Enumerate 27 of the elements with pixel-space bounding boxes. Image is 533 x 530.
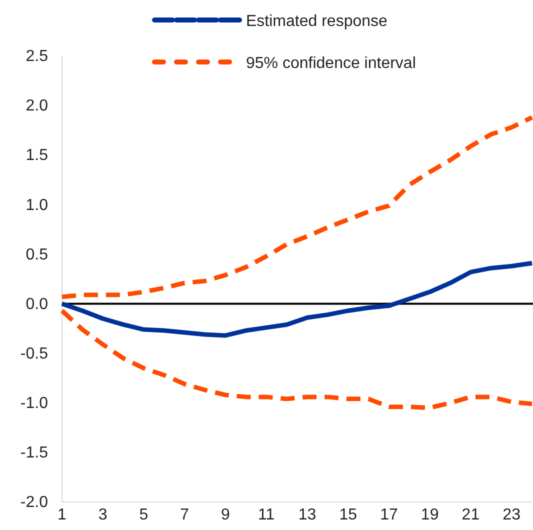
y-tick-label: 2.5: [26, 48, 48, 66]
line-series: [60, 115, 533, 300]
y-tick-label: -0.5: [20, 345, 48, 362]
x-tick-label: 3: [98, 506, 108, 524]
x-tick-label: 23: [502, 506, 521, 524]
legend-label: 95% confidence interval: [246, 55, 416, 72]
y-tick-label: 0.0: [26, 296, 48, 313]
x-tick-label: 21: [462, 506, 480, 524]
y-tick-label: -1.0: [20, 395, 48, 412]
y-tick-label: -2.0: [20, 494, 48, 512]
x-tick-label: 17: [380, 506, 398, 524]
x-tick-label: 9: [221, 506, 230, 524]
y-tick-label: 2.0: [26, 98, 48, 115]
x-tick-label: 7: [180, 506, 190, 524]
line-series: [60, 260, 533, 338]
y-tick-label: -1.5: [20, 444, 48, 462]
x-tick-label: 13: [298, 506, 316, 524]
x-tick-label: 19: [420, 506, 439, 524]
y-tick-label: 1.0: [26, 196, 48, 214]
y-tick-label: 0.5: [26, 246, 48, 264]
line-series: [60, 308, 533, 410]
x-tick-label: 11: [258, 506, 275, 524]
y-tick-label: 1.5: [26, 147, 48, 164]
x-tick-label: 5: [139, 506, 148, 524]
legend-label: Estimated response: [246, 13, 388, 30]
x-tick-label: 15: [339, 506, 358, 524]
x-tick-label: 1: [58, 506, 67, 524]
